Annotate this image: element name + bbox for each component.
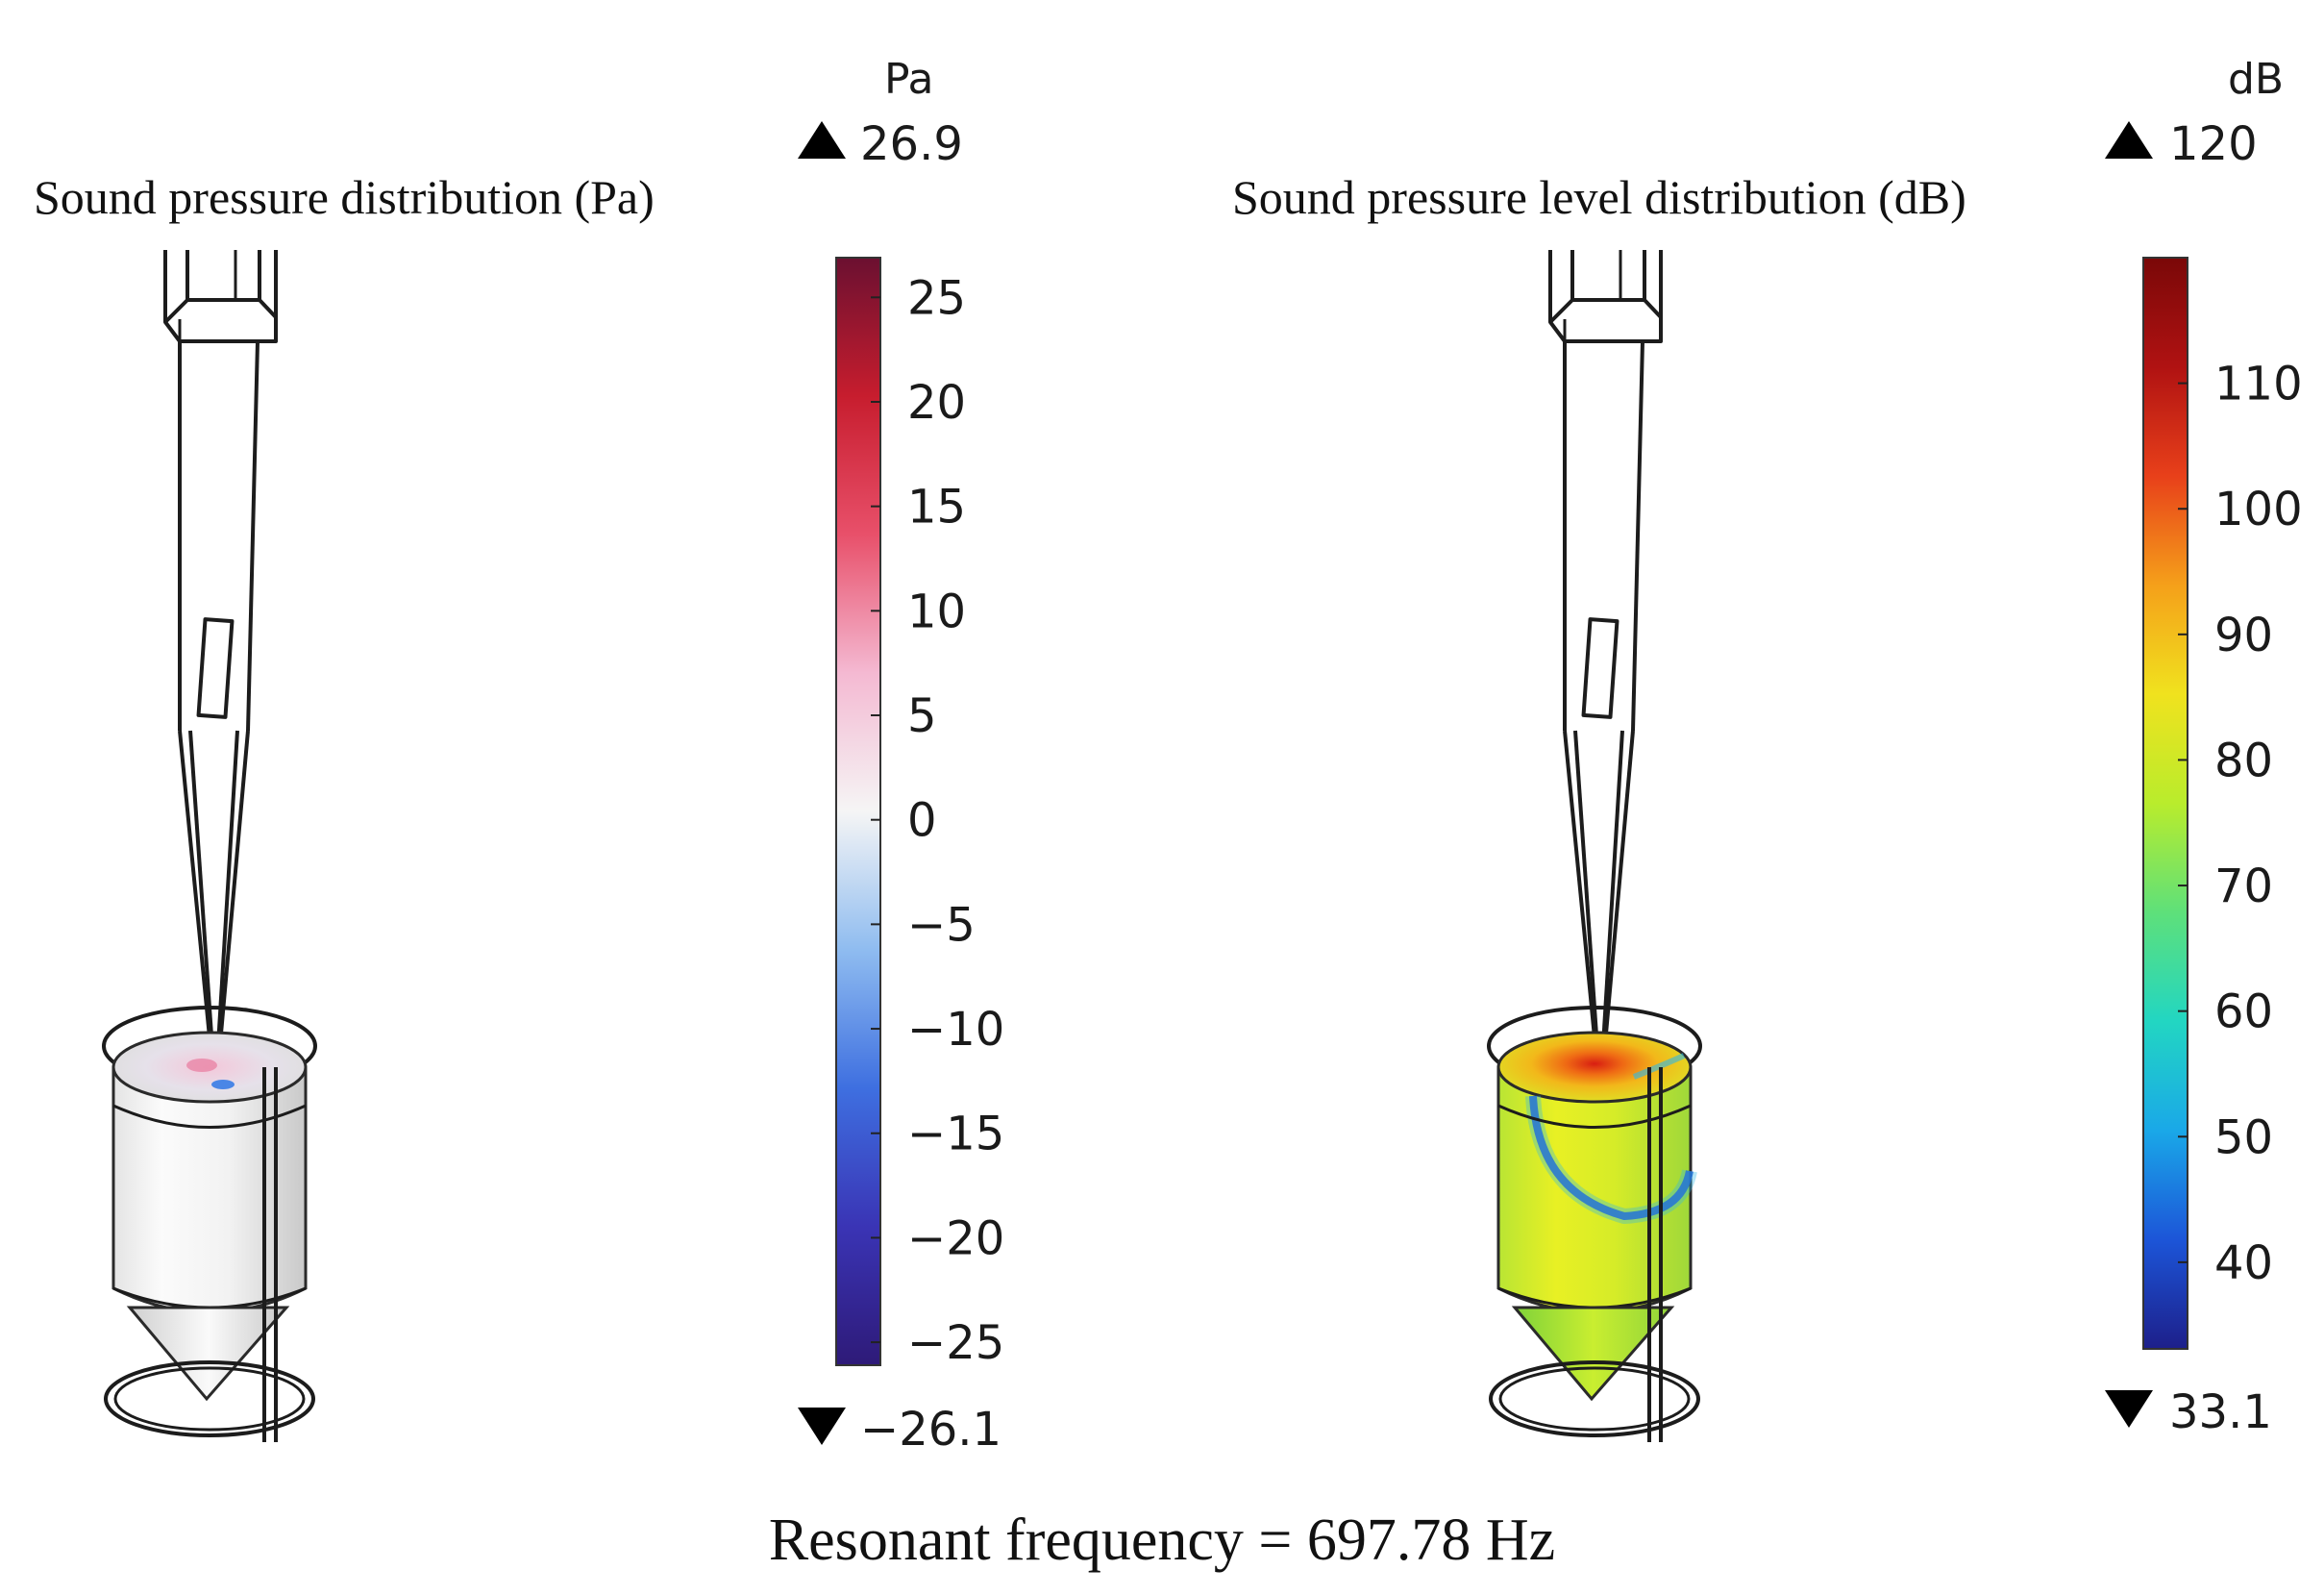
left-colorbar-tick-label: −20 <box>907 1211 1004 1265</box>
right-colorbar-tick-label: 60 <box>2214 985 2273 1039</box>
right-colorbar-max-arrow <box>2105 121 2153 159</box>
left-colorbar-tick-label: −10 <box>907 1003 1004 1057</box>
resonant-frequency-caption: Resonant frequency = 697.78 Hz <box>769 1508 1555 1573</box>
left-colorbar-ticks: 25 20 15 10 5 0 −5 −10 −15 −20 −25 <box>871 271 1004 1370</box>
left-panel: Sound pressure distribution (Pa) <box>34 55 1004 1457</box>
right-panel-title: Sound pressure level distribution (dB) <box>1232 170 1966 224</box>
left-colorbar-tick-label: 10 <box>907 585 966 638</box>
right-device-model <box>1487 250 1702 1442</box>
right-colorbar-tick-label: 100 <box>2214 483 2303 536</box>
left-colorbar: Pa 26.9 25 20 15 10 5 0 −5 −10 −15 −20 −25 −26.1 <box>798 55 1004 1457</box>
right-colorbar-tick-label: 50 <box>2214 1110 2273 1164</box>
right-colorbar-min-arrow <box>2105 1390 2153 1428</box>
left-vessel <box>102 1006 317 1442</box>
right-colorbar-ticks: 110 100 90 80 70 60 50 40 <box>2178 358 2303 1290</box>
left-colorbar-tick-label: −5 <box>907 898 976 952</box>
left-colorbar-min-arrow <box>798 1408 846 1445</box>
right-colorbar-tick-label: 40 <box>2214 1236 2273 1290</box>
left-colorbar-tick-label: 20 <box>907 376 966 430</box>
left-colorbar-bar <box>835 257 881 1366</box>
left-colorbar-tick-label: 5 <box>907 689 937 743</box>
right-horn-tube <box>1563 340 1644 1078</box>
left-colorbar-max-label: 26.9 <box>860 117 963 171</box>
left-panel-title: Sound pressure distribution (Pa) <box>34 170 655 224</box>
right-colorbar-tick-label: 90 <box>2214 609 2273 662</box>
left-horn-tube <box>178 340 260 1078</box>
right-colorbar-tick-label: 110 <box>2214 358 2303 411</box>
right-colorbar-tick-label: 70 <box>2214 860 2273 913</box>
right-colorbar-tick-label: 80 <box>2214 734 2273 787</box>
right-colorbar-max-label: 120 <box>2169 117 2258 171</box>
left-colorbar-tick-label: −25 <box>907 1316 1004 1370</box>
right-colorbar-min-label: 33.1 <box>2169 1385 2272 1439</box>
right-panel: Sound pressure level distribution (dB) <box>1232 55 2303 1442</box>
right-vessel <box>1487 1006 1702 1442</box>
left-device-model <box>102 250 317 1442</box>
left-colorbar-tick-label: 25 <box>907 271 966 325</box>
left-inlet-box <box>163 250 278 343</box>
left-colorbar-min-label: −26.1 <box>860 1403 1001 1457</box>
left-colorbar-tick-label: 15 <box>907 481 966 535</box>
right-colorbar-bar <box>2142 257 2188 1350</box>
right-colorbar: dB 120 110 100 90 80 70 60 50 40 33.1 <box>2105 55 2303 1439</box>
left-colorbar-tick-label: 0 <box>907 794 937 848</box>
left-colorbar-max-arrow <box>798 121 846 159</box>
left-colorbar-tick-label: −15 <box>907 1108 1004 1161</box>
left-colorbar-unit: Pa <box>884 55 934 104</box>
right-inlet-box <box>1548 250 1663 343</box>
right-colorbar-unit: dB <box>2228 55 2284 104</box>
